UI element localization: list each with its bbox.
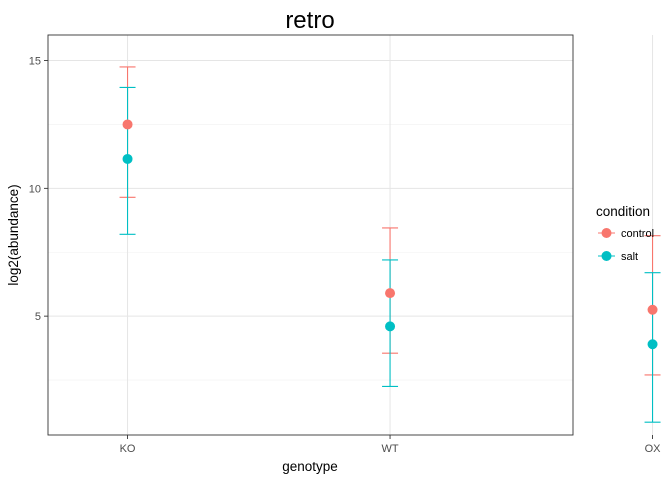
y-tick-label: 5 [35,311,41,323]
x-tick-label: OX [645,443,662,455]
x-axis: KO WT OX [120,435,662,455]
y-tick-label: 10 [29,183,41,195]
plot-panel-border [47,34,574,436]
x-tick-label: KO [120,443,136,455]
data-point-salt [122,153,133,164]
chart-title: retro [285,7,334,34]
y-tick-label: 15 [29,56,41,68]
grid [48,35,654,435]
x-tick-label: WT [381,443,398,455]
y-axis: 5 10 15 [29,56,48,323]
data-point-salt [385,321,396,332]
legend-label: control [621,228,654,240]
legend-key-point [601,228,612,238]
data-point-control [122,119,133,130]
legend-title: condition [596,204,650,219]
legend-item-control: control [598,228,654,240]
legend-label: salt [621,251,638,263]
legend-key-point [601,251,612,261]
data-point-salt [647,339,658,350]
legend: condition control salt [596,204,654,263]
y-axis-title: log2(abundance) [6,184,21,285]
legend-item-salt: salt [598,251,638,263]
data-points [122,119,658,350]
legend-items: control salt [598,228,654,263]
data-point-control [385,288,396,299]
x-axis-title: genotype [282,459,338,474]
data-point-control [647,304,658,315]
